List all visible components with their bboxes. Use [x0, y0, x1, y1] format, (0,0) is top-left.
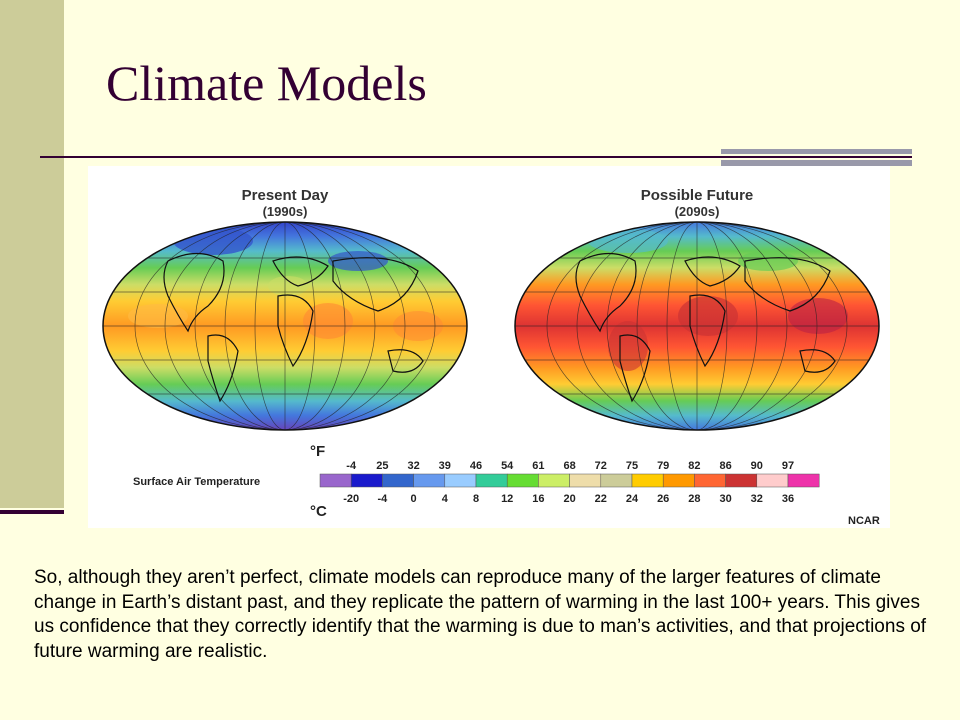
legend-swatch	[506, 473, 539, 488]
legend-fahrenheit-tick: 90	[751, 460, 763, 472]
legend-celsius-tick: 4	[442, 493, 449, 505]
title-rule-accent-bottom	[721, 160, 912, 166]
legend-color-scale	[319, 473, 820, 488]
title-rule-accent-top	[721, 149, 912, 154]
legend-celsius-tick: 30	[719, 493, 731, 505]
legend-swatch	[631, 473, 664, 488]
legend-celsius-tick: 36	[782, 493, 794, 505]
legend-fahrenheit-tick: 82	[688, 460, 700, 472]
legend-fahrenheit-labels: -4 25 32 39 46 54 61 68 72 75 79 82 86 90 97	[346, 460, 794, 472]
legend-fahrenheit-tick: 86	[719, 460, 731, 472]
map-subtitle-present: (1990s)	[263, 204, 308, 219]
legend-celsius-tick: 8	[473, 493, 479, 505]
left-accent-line	[0, 510, 64, 514]
legend-fahrenheit-tick: 72	[595, 460, 607, 472]
map-subtitle-future: (2090s)	[675, 204, 720, 219]
left-accent-bar	[0, 0, 64, 508]
legend-fahrenheit-tick: 39	[439, 460, 451, 472]
legend-celsius-tick: -20	[343, 493, 359, 505]
legend-fahrenheit-tick: 79	[657, 460, 669, 472]
legend-fahrenheit-tick: -4	[346, 460, 357, 472]
legend-fahrenheit-tick: 54	[501, 460, 514, 472]
legend-swatch	[319, 473, 352, 488]
legend-swatch	[787, 473, 820, 488]
legend-celsius-tick: 20	[563, 493, 575, 505]
legend-swatch	[600, 473, 633, 488]
legend-celsius-tick: 24	[626, 493, 639, 505]
map-title-future: Possible Future	[641, 187, 754, 204]
legend-swatch	[694, 473, 726, 488]
legend-celsius-labels: -20 -4 0 4 8 12 16 20 22 24 26 28 30 32 36	[343, 493, 794, 505]
present-day-map	[103, 222, 467, 430]
slide-caption: So, although they aren’t perfect, climat…	[34, 567, 927, 662]
legend-swatch	[662, 473, 695, 488]
legend-fahrenheit-tick: 61	[532, 460, 544, 472]
legend-swatch	[413, 473, 446, 488]
legend-celsius-tick: 0	[411, 493, 417, 505]
legend-fahrenheit-tick: 46	[470, 460, 482, 472]
legend-swatch	[350, 473, 383, 488]
legend-fahrenheit-tick: 75	[626, 460, 638, 472]
legend-celsius-tick: 28	[688, 493, 700, 505]
climate-maps-svg: Present Day (1990s) Possible Future (209…	[102, 187, 880, 527]
legend-fahrenheit-tick: 68	[563, 460, 575, 472]
legend-celsius-tick: 16	[532, 493, 544, 505]
legend-label: Surface Air Temperature	[133, 476, 260, 488]
legend-swatch	[725, 473, 758, 488]
title-rule	[40, 156, 912, 158]
climate-model-figure: Present Day (1990s) Possible Future (209…	[88, 166, 890, 528]
legend-fahrenheit-tick: 32	[407, 460, 419, 472]
legend-swatch	[538, 473, 570, 488]
legend-fahrenheit-tick: 97	[782, 460, 794, 472]
legend-celsius-tick: 32	[751, 493, 763, 505]
legend-celsius-tick: 26	[657, 493, 669, 505]
legend-swatch	[382, 473, 414, 488]
legend-fahrenheit-tick: 25	[376, 460, 388, 472]
legend-swatch	[569, 473, 602, 488]
legend-celsius-tick: 12	[501, 493, 513, 505]
slide-title: Climate Models	[106, 55, 427, 111]
legend-unit-celsius: °C	[310, 503, 327, 520]
legend-unit-fahrenheit: °F	[310, 443, 325, 460]
legend-swatch	[444, 473, 477, 488]
legend-swatch	[756, 473, 789, 488]
legend-celsius-tick: 22	[595, 493, 607, 505]
legend-swatch	[475, 473, 508, 488]
map-title-present: Present Day	[242, 187, 329, 204]
legend-celsius-tick: -4	[378, 493, 389, 505]
possible-future-map	[515, 222, 879, 430]
ncar-credit: NCAR	[848, 515, 880, 527]
